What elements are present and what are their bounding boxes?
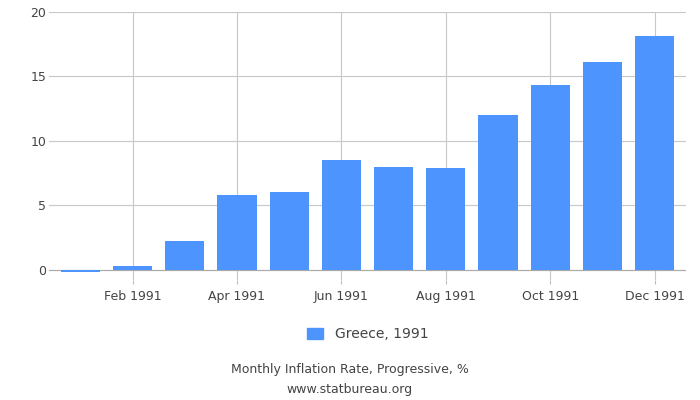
Text: www.statbureau.org: www.statbureau.org: [287, 384, 413, 396]
Bar: [426, 168, 466, 270]
Bar: [583, 62, 622, 270]
Bar: [218, 195, 256, 270]
Bar: [61, 270, 100, 272]
Text: Monthly Inflation Rate, Progressive, %: Monthly Inflation Rate, Progressive, %: [231, 364, 469, 376]
Bar: [322, 160, 361, 270]
Bar: [635, 36, 674, 270]
Legend: Greece, 1991: Greece, 1991: [307, 327, 428, 341]
Bar: [113, 266, 152, 270]
Bar: [479, 115, 517, 270]
Bar: [531, 86, 570, 270]
Bar: [270, 192, 309, 270]
Bar: [374, 167, 413, 270]
Bar: [165, 241, 204, 270]
